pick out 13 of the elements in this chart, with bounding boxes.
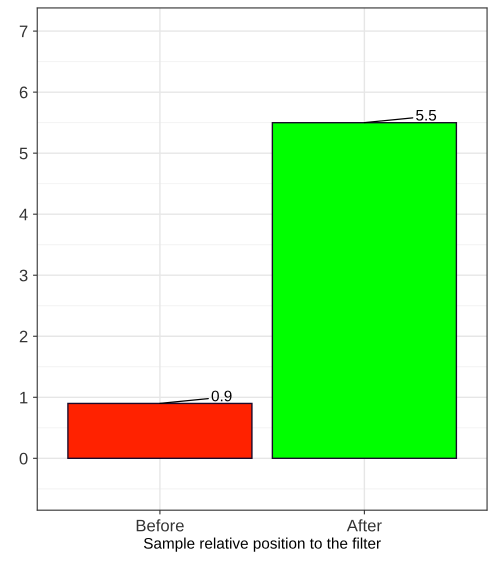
y-tick-label: 3 bbox=[20, 270, 28, 282]
data-label: 0.9 bbox=[212, 390, 232, 402]
data-label: 5.5 bbox=[416, 110, 436, 121]
x-axis-title: Sample relative position to the filter bbox=[144, 538, 381, 552]
y-tick-label: 5 bbox=[20, 148, 28, 160]
y-tick-label: 0 bbox=[20, 452, 28, 465]
y-tick-label: 2 bbox=[20, 330, 28, 342]
x-tick-label: Before bbox=[136, 519, 184, 532]
y-tick-label: 7 bbox=[20, 26, 28, 38]
y-tick-label: 4 bbox=[19, 208, 28, 220]
y-tick-label: 6 bbox=[20, 86, 28, 98]
y-tick-label: 1 bbox=[20, 392, 28, 404]
x-tick-label: After bbox=[346, 519, 382, 532]
